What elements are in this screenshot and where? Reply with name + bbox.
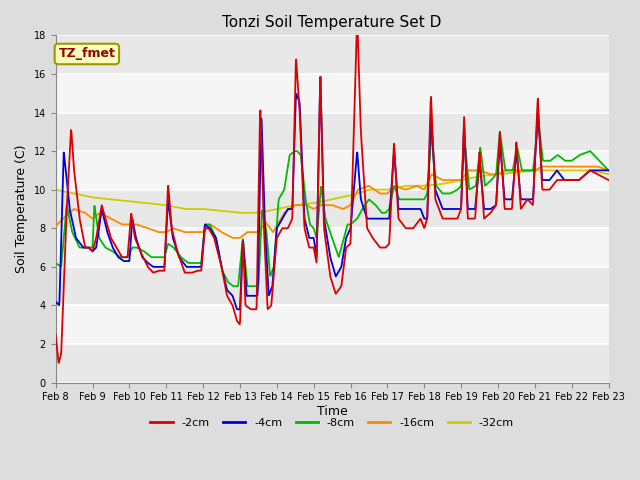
Y-axis label: Soil Temperature (C): Soil Temperature (C) — [15, 145, 28, 273]
Bar — [56, 74, 609, 112]
Bar — [56, 305, 609, 344]
Bar — [56, 112, 609, 151]
Legend: -2cm, -4cm, -8cm, -16cm, -32cm: -2cm, -4cm, -8cm, -16cm, -32cm — [146, 414, 518, 432]
Bar — [56, 151, 609, 190]
Bar — [56, 228, 609, 267]
X-axis label: Time: Time — [317, 405, 348, 418]
Bar — [56, 190, 609, 228]
Bar — [56, 267, 609, 305]
Bar — [56, 36, 609, 74]
Title: Tonzi Soil Temperature Set D: Tonzi Soil Temperature Set D — [223, 15, 442, 30]
Text: TZ_fmet: TZ_fmet — [58, 48, 115, 60]
Bar — [56, 344, 609, 383]
